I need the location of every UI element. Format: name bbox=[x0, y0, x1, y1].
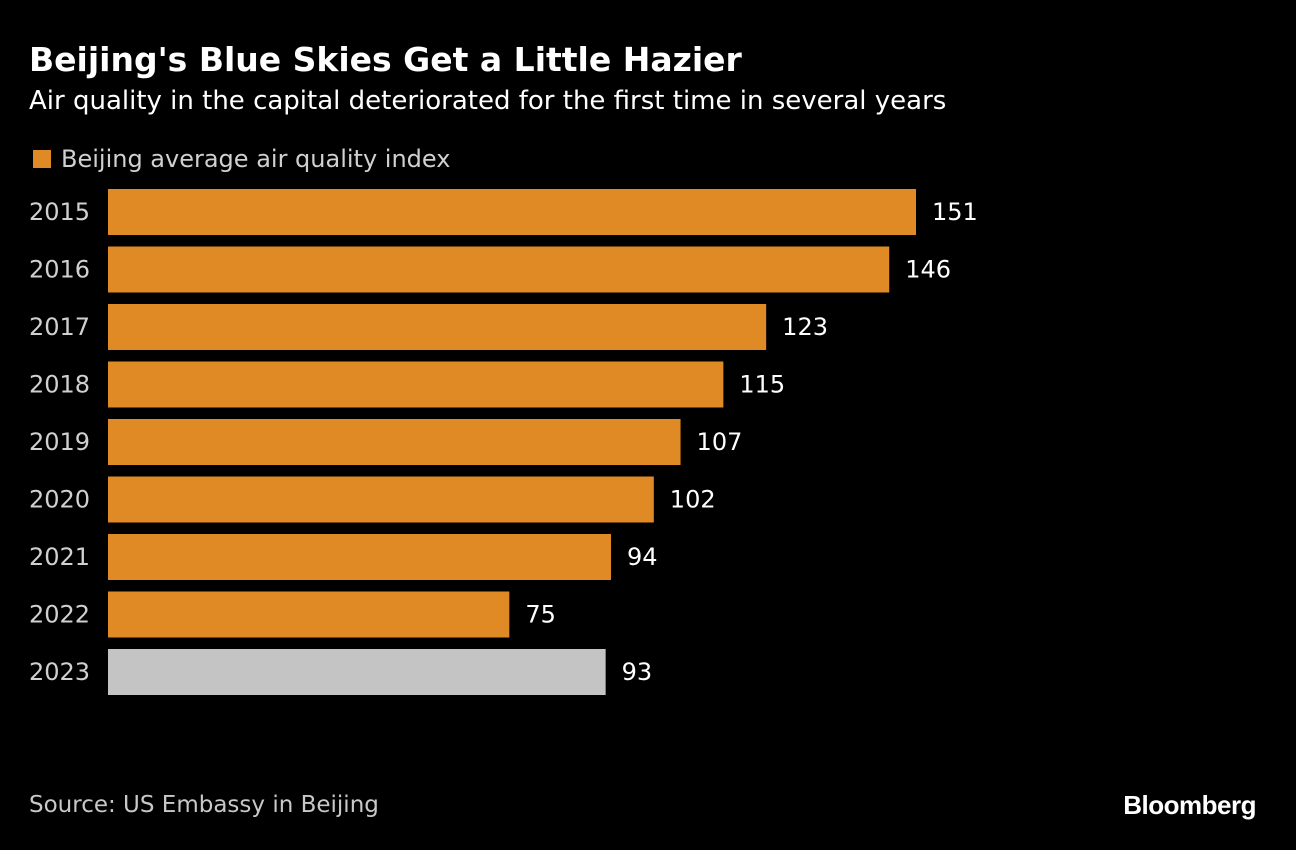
chart-legend: Beijing average air quality index bbox=[33, 143, 450, 175]
category-label-2019: 2019 bbox=[29, 428, 90, 456]
chart-title: Beijing's Blue Skies Get a Little Hazier bbox=[29, 40, 742, 79]
value-label-2023: 93 bbox=[622, 658, 653, 686]
bloomberg-logo: Bloomberg bbox=[1123, 790, 1256, 820]
bar-2023 bbox=[108, 649, 606, 695]
category-label-2022: 2022 bbox=[29, 601, 90, 629]
value-label-2016: 146 bbox=[905, 256, 951, 284]
category-label-2015: 2015 bbox=[29, 198, 90, 226]
value-label-2018: 115 bbox=[739, 371, 785, 399]
value-label-2015: 151 bbox=[932, 198, 978, 226]
category-label-2020: 2020 bbox=[29, 486, 90, 514]
value-label-2021: 94 bbox=[627, 543, 658, 571]
bar-2016 bbox=[108, 246, 890, 293]
bar-2021 bbox=[108, 534, 611, 580]
legend-swatch bbox=[33, 150, 51, 168]
value-label-2017: 123 bbox=[782, 313, 828, 341]
source-note: Source: US Embassy in Beijing bbox=[29, 792, 379, 818]
bar-2017 bbox=[108, 304, 767, 350]
category-label-2017: 2017 bbox=[29, 313, 90, 341]
value-label-2022: 75 bbox=[525, 601, 556, 629]
legend-label: Beijing average air quality index bbox=[61, 145, 451, 173]
category-label-2018: 2018 bbox=[29, 371, 90, 399]
bar-2015 bbox=[108, 189, 916, 235]
category-label-2021: 2021 bbox=[29, 543, 90, 571]
bar-2018 bbox=[108, 361, 724, 408]
category-label-2023: 2023 bbox=[29, 658, 90, 686]
chart-subtitle: Air quality in the capital deteriorated … bbox=[29, 86, 947, 116]
value-label-2019: 107 bbox=[697, 428, 743, 456]
bar-2022 bbox=[108, 591, 510, 638]
bar-2020 bbox=[108, 476, 654, 523]
category-label-2016: 2016 bbox=[29, 256, 90, 284]
value-label-2020: 102 bbox=[670, 486, 716, 514]
bar-2019 bbox=[108, 419, 681, 465]
